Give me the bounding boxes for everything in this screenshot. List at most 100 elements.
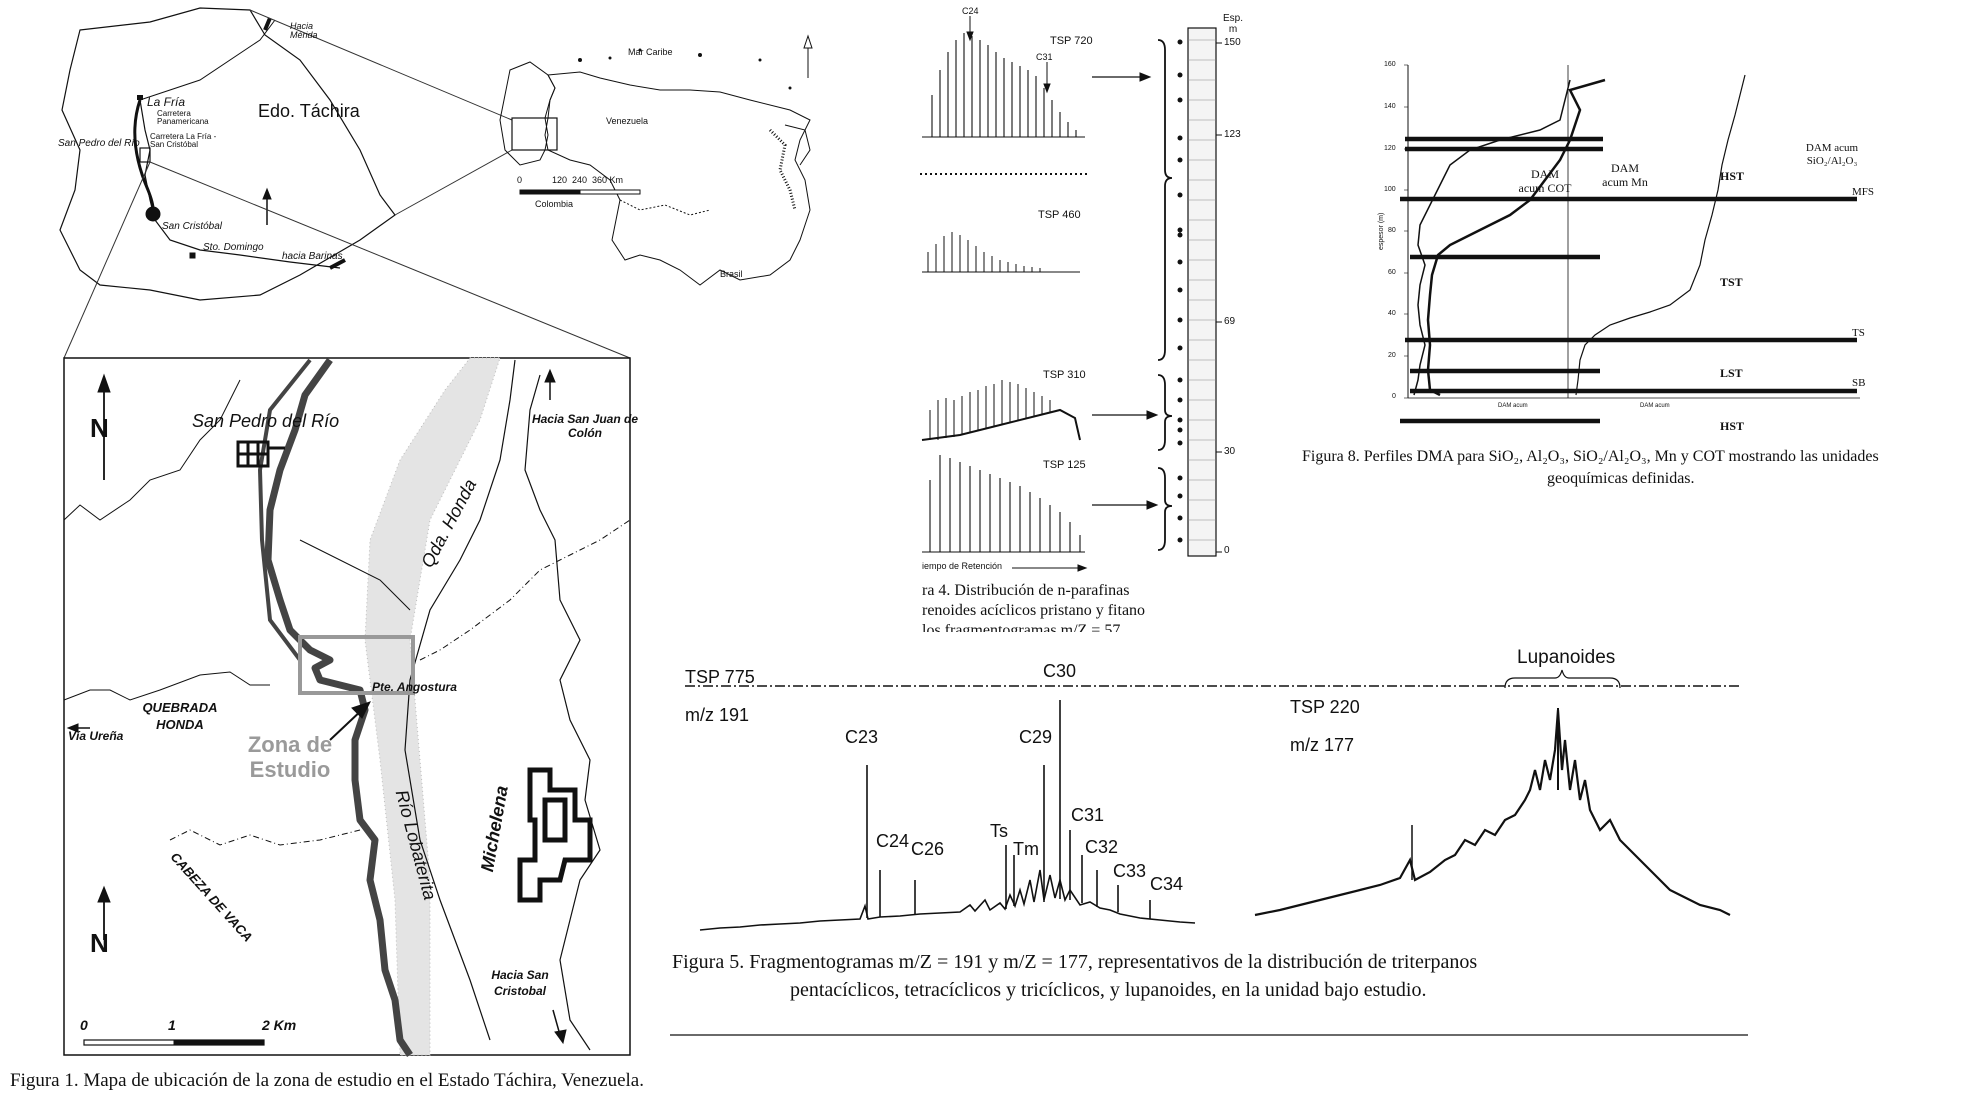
fig8-ytick-160: 160 (1384, 61, 1396, 68)
quebrada-honda-label: QUEBRADA HONDA (142, 700, 218, 732)
san-cristobal-label: San Cristóbal (162, 221, 223, 232)
hacia-barinas-label: hacia Barinas (282, 251, 343, 262)
hacia-sc-label: Hacia San Cristobal (491, 968, 549, 998)
fig8-unit-hst-top: HST (1720, 169, 1745, 183)
detail-scale-2: 2 Km (262, 1017, 297, 1033)
carretera-label: Carretera Panamericana (157, 109, 209, 126)
fig8-curve-mn (1426, 78, 1606, 397)
fig5-right-sample: TSP 220 (1290, 697, 1360, 717)
fig4-trace-310 (921, 380, 1081, 441)
fig5-peak-c26: C26 (911, 839, 945, 859)
fig8-ytick-40: 40 (1388, 310, 1396, 317)
fig8-unit-ts: TS (1852, 327, 1865, 339)
detail-san-pedro-label: San Pedro del Río (192, 411, 340, 431)
fig4-depth-0: 0 (1224, 545, 1230, 556)
fig8-curve-sio2al2o3 (1575, 74, 1746, 396)
fig8-curve-label-mn: DAM acum Mn (1602, 161, 1648, 189)
colombia-label: Colombia (535, 199, 574, 209)
detail-map (63, 357, 631, 1057)
fig4-sample-460: TSP 460 (1038, 209, 1081, 221)
detail-north-top: N (90, 413, 109, 443)
fig8-unit-lines (1400, 136, 1857, 424)
pte-angostura-label: Pte. Angostura (372, 680, 457, 694)
fig8-ytick-80: 80 (1388, 227, 1396, 234)
fig8-ytick-0: 0 (1392, 393, 1396, 400)
fig8-ytick-100: 100 (1384, 186, 1396, 193)
alluvial-band (365, 358, 500, 1055)
detail-frame (63, 357, 631, 1056)
fig5-left-mz: m/z 191 (685, 705, 750, 725)
fig8-curve-label-cot: DAM acum COT (1518, 167, 1572, 195)
country-map (499, 34, 813, 286)
mar-caribe-label: Mar Caribe (628, 47, 673, 57)
fig5-peak-c33: C33 (1113, 861, 1147, 881)
figure4-graphics (920, 16, 1222, 572)
country-scale-360: 360 Km (592, 175, 624, 185)
rio-lobaterita-line (264, 357, 413, 1057)
detail-scale-1: 1 (168, 1017, 176, 1033)
hacia-colon-label: Hacia San Juan de Colón (531, 412, 639, 441)
fig4-trace-125 (922, 455, 1085, 553)
fig8-curve-cot (1413, 79, 1571, 396)
fig5-peak-c29: C29 (1019, 727, 1053, 747)
fig4-caption-line2: renoides acíclicos pristano y fitano (922, 602, 1146, 619)
fig4-sample-125: TSP 125 (1043, 459, 1086, 471)
country-scale-0: 0 (517, 175, 523, 185)
study-inset-box (511, 117, 558, 151)
detail-scale-0: 0 (80, 1017, 88, 1033)
fig8-unit-tst: TST (1720, 275, 1743, 289)
fig5-peak-ts: Ts (990, 821, 1008, 841)
zona-estudio-box (298, 635, 415, 695)
fig8-ytick-140: 140 (1384, 103, 1396, 110)
michelena-town (517, 767, 593, 903)
brasil-label: Brasil (720, 269, 743, 279)
fig4-depth-30: 30 (1224, 446, 1236, 457)
fig5-peak-c30: C30 (1043, 661, 1077, 681)
figure8-graphics (1400, 64, 1860, 424)
fig4-trace-460 (922, 232, 1080, 273)
venezuela-label: Venezuela (606, 116, 649, 126)
san-pedro-town (236, 440, 285, 468)
fig8-ytick-60: 60 (1388, 269, 1396, 276)
fig5-peak-c32: C32 (1085, 837, 1119, 857)
fig5-lupanoides-label: Lupanoides (1517, 647, 1616, 668)
fig5-peak-tm: Tm (1013, 839, 1039, 859)
fig4-depth-69: 69 (1224, 316, 1236, 327)
state-outline (59, 7, 396, 301)
fig8-caption-line2: geoquímicas definidas. (1547, 470, 1695, 487)
fig5-peak-c23: C23 (845, 727, 879, 747)
inset-leader-lines (63, 9, 631, 359)
fig4-strat-column (1187, 27, 1217, 557)
fig8-unit-lst: LST (1720, 366, 1743, 380)
san-pedro-state-label: San Pedro del Río (58, 138, 140, 149)
fig5-peak-c24: C24 (876, 831, 910, 851)
fig8-y-axis-label: espesor (m) (1378, 212, 1385, 250)
la-fria-label: La Fría (147, 95, 186, 109)
fig5-left-sample: TSP 775 (685, 667, 755, 687)
fig5-trace-191 (699, 869, 1196, 931)
fig1-caption: Figura 1. Mapa de ubicación de la zona d… (10, 1070, 644, 1091)
fig4-x-axis-label: iempo de Retención (922, 561, 1003, 571)
fig4-peak-c31: C31 (1036, 52, 1053, 62)
fig5-trace-177 (1254, 709, 1731, 917)
fig4-caption-line1: ra 4. Distribución de n-parafinas (922, 582, 1130, 599)
fig8-unit-hst-bottom: HST (1720, 419, 1745, 433)
fig4-depth-123: 123 (1224, 129, 1241, 140)
fig8-x-axis-1: DAM acum (1498, 403, 1528, 409)
sto-domingo-label: Sto. Domingo (203, 242, 264, 253)
fig4-depth-150: 150 (1224, 37, 1241, 48)
fig8-x-axis-2: DAM acum (1640, 403, 1670, 409)
zona-estudio-label: Zona de Estudio (247, 732, 333, 783)
figure5-graphics (670, 669, 1748, 1036)
state-map (59, 7, 396, 301)
fig8-ytick-20: 20 (1388, 352, 1396, 359)
fig4-caption-line3: los fragmentogramas m/Z = 57 (922, 623, 1121, 632)
fig8-caption-line1: Figura 8. Perfiles DMA para SiO₂, Al₂O₃,… (1302, 448, 1879, 465)
fig4-trace-720 (922, 33, 1085, 138)
fig4-column-title: Esp. m (1222, 13, 1243, 35)
fig4-sample-310: TSP 310 (1043, 369, 1086, 381)
fig5-caption-line2: pentacíclicos, tetracíclicos y tricíclic… (790, 979, 1427, 1001)
country-scale-120: 120 (552, 175, 568, 185)
